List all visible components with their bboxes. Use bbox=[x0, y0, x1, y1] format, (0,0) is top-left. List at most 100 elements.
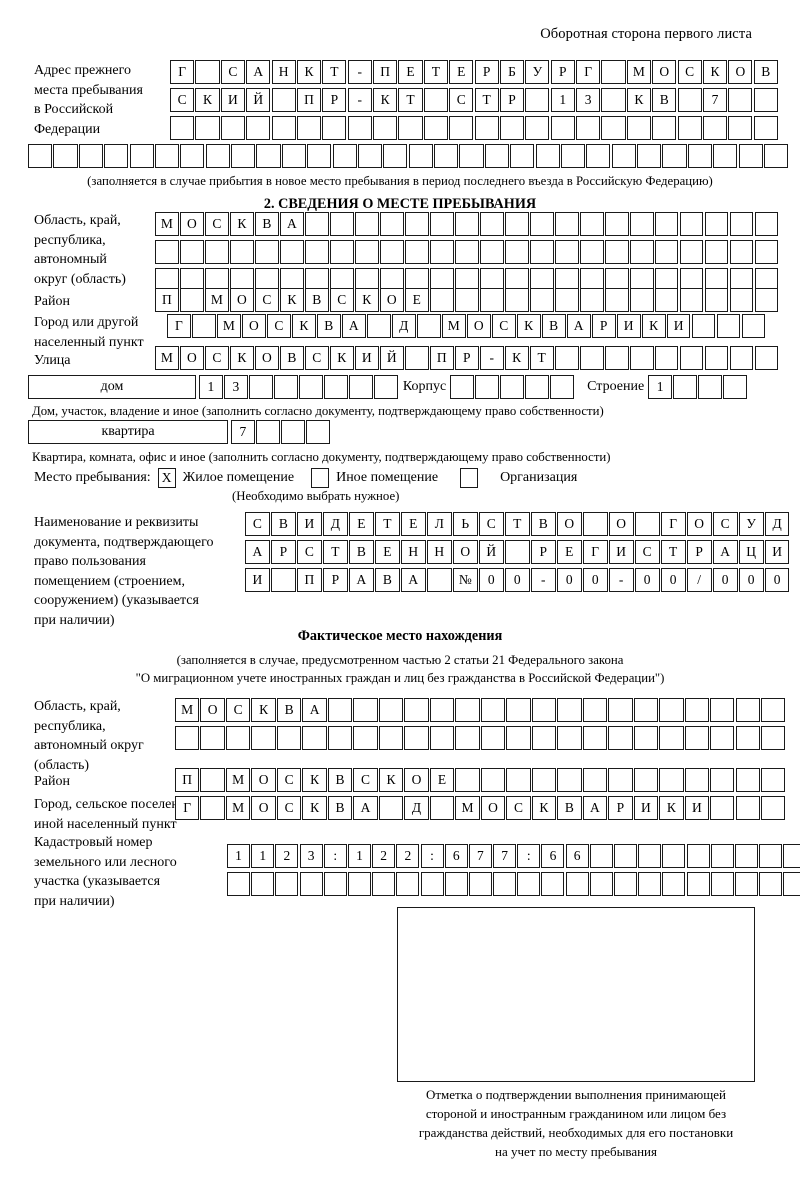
char-cell[interactable]: О bbox=[466, 314, 491, 338]
char-cell[interactable] bbox=[373, 375, 398, 399]
char-cell[interactable] bbox=[579, 288, 604, 312]
char-cell[interactable] bbox=[305, 420, 330, 444]
char-cell[interactable] bbox=[429, 212, 454, 236]
char-cell[interactable] bbox=[529, 288, 554, 312]
char-cell[interactable]: 2 bbox=[396, 844, 420, 868]
char-cell[interactable]: Т bbox=[398, 88, 423, 112]
char-cell[interactable]: 0 bbox=[504, 568, 530, 592]
char-cell[interactable] bbox=[416, 314, 441, 338]
char-cell[interactable]: И bbox=[245, 568, 270, 592]
char-cell[interactable]: С bbox=[266, 314, 291, 338]
char-cell[interactable] bbox=[500, 375, 524, 399]
char-cell[interactable]: В bbox=[348, 540, 374, 564]
char-cell[interactable] bbox=[353, 698, 378, 722]
char-cell[interactable]: О bbox=[254, 346, 279, 370]
char-cell[interactable]: В bbox=[374, 568, 400, 592]
char-cell[interactable]: В bbox=[652, 88, 677, 112]
char-cell[interactable] bbox=[179, 240, 204, 264]
char-cell[interactable] bbox=[449, 116, 474, 140]
char-cell[interactable]: О bbox=[379, 288, 404, 312]
char-cell[interactable]: О bbox=[728, 60, 753, 84]
char-cell[interactable] bbox=[729, 288, 754, 312]
stroenie-cells[interactable]: 1 bbox=[648, 375, 748, 399]
char-cell[interactable]: Н bbox=[271, 60, 296, 84]
char-cell[interactable] bbox=[423, 116, 448, 140]
char-cell[interactable]: Т bbox=[423, 60, 448, 84]
char-cell[interactable]: - bbox=[530, 568, 556, 592]
char-cell[interactable] bbox=[506, 726, 531, 750]
char-cell[interactable]: В bbox=[327, 796, 353, 820]
char-cell[interactable] bbox=[276, 726, 302, 750]
char-cell[interactable] bbox=[704, 212, 729, 236]
char-cell[interactable]: Д bbox=[322, 512, 348, 536]
char-cell[interactable] bbox=[281, 144, 306, 168]
char-cell[interactable] bbox=[735, 698, 760, 722]
char-cell[interactable]: 0 bbox=[582, 568, 608, 592]
char-cell[interactable] bbox=[652, 116, 677, 140]
char-cell[interactable] bbox=[347, 872, 371, 896]
char-cell[interactable] bbox=[404, 212, 429, 236]
char-cell[interactable] bbox=[637, 144, 662, 168]
char-cell[interactable] bbox=[455, 726, 480, 750]
char-cell[interactable] bbox=[557, 726, 582, 750]
char-cell[interactable]: Р bbox=[499, 88, 525, 112]
char-cell[interactable] bbox=[634, 512, 660, 536]
char-cell[interactable] bbox=[506, 768, 531, 792]
char-cell[interactable] bbox=[554, 288, 579, 312]
char-cell[interactable] bbox=[154, 144, 180, 168]
char-cell[interactable]: И bbox=[764, 540, 790, 564]
char-cell[interactable] bbox=[691, 314, 716, 338]
char-cell[interactable]: 2 bbox=[275, 844, 299, 868]
char-cell[interactable] bbox=[504, 240, 529, 264]
char-cell[interactable] bbox=[710, 844, 734, 868]
char-cell[interactable] bbox=[298, 375, 323, 399]
char-cell[interactable]: А bbox=[712, 540, 738, 564]
char-cell[interactable] bbox=[129, 144, 154, 168]
char-cell[interactable]: А bbox=[348, 568, 374, 592]
char-cell[interactable] bbox=[550, 116, 575, 140]
char-cell[interactable] bbox=[677, 88, 702, 112]
char-cell[interactable] bbox=[426, 568, 452, 592]
char-cell[interactable] bbox=[684, 726, 709, 750]
char-cell[interactable]: С bbox=[353, 768, 378, 792]
char-cell[interactable]: 1 bbox=[199, 375, 223, 399]
char-cell[interactable] bbox=[738, 144, 763, 168]
korpus-cells[interactable] bbox=[450, 375, 575, 399]
char-cell[interactable] bbox=[354, 240, 379, 264]
char-cell[interactable]: Е bbox=[348, 512, 374, 536]
char-cell[interactable]: К bbox=[229, 346, 254, 370]
char-cell[interactable] bbox=[662, 872, 686, 896]
char-cell[interactable]: : bbox=[323, 844, 347, 868]
char-cell[interactable] bbox=[710, 796, 735, 820]
char-cell[interactable]: М bbox=[225, 768, 251, 792]
char-cell[interactable] bbox=[531, 698, 557, 722]
char-cell[interactable]: С bbox=[506, 796, 531, 820]
char-cell[interactable] bbox=[579, 240, 604, 264]
char-cell[interactable] bbox=[761, 768, 786, 792]
char-cell[interactable] bbox=[329, 212, 354, 236]
char-cell[interactable]: А bbox=[246, 60, 271, 84]
char-cell[interactable] bbox=[734, 872, 758, 896]
char-cell[interactable] bbox=[629, 288, 654, 312]
char-cell[interactable]: Й bbox=[246, 88, 271, 112]
char-cell[interactable]: : bbox=[420, 844, 444, 868]
char-cell[interactable]: Г bbox=[170, 60, 195, 84]
char-cell[interactable] bbox=[246, 116, 271, 140]
char-cell[interactable] bbox=[531, 768, 557, 792]
char-cell[interactable] bbox=[480, 768, 506, 792]
char-cell[interactable] bbox=[357, 144, 383, 168]
char-cell[interactable] bbox=[378, 726, 404, 750]
char-cell[interactable] bbox=[662, 844, 686, 868]
char-cell[interactable] bbox=[499, 116, 525, 140]
char-cell[interactable]: 1 bbox=[347, 844, 371, 868]
char-cell[interactable] bbox=[529, 240, 554, 264]
char-cell[interactable]: Л bbox=[426, 512, 452, 536]
char-cell[interactable]: В bbox=[279, 346, 304, 370]
char-cell[interactable]: С bbox=[276, 796, 302, 820]
char-cell[interactable] bbox=[510, 144, 535, 168]
char-cell[interactable]: Р bbox=[550, 60, 575, 84]
char-cell[interactable] bbox=[231, 144, 256, 168]
char-cell[interactable] bbox=[200, 768, 225, 792]
